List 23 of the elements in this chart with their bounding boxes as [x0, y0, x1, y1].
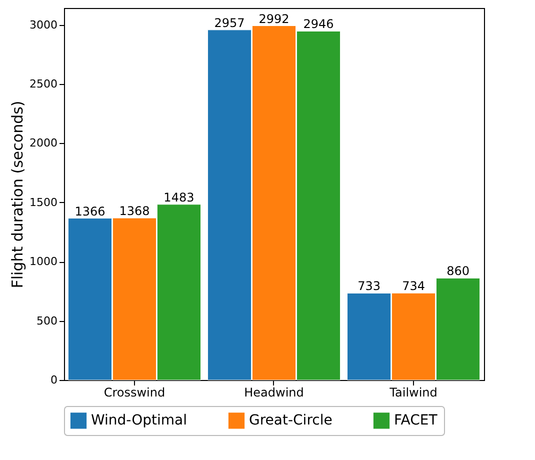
x-tick-label: Tailwind	[388, 386, 438, 400]
data-label: 1366	[74, 204, 106, 218]
data-label: 2957	[214, 16, 245, 30]
data-label: 860	[446, 264, 470, 278]
y-tick-label: 1000	[30, 255, 58, 268]
legend-label: FACET	[394, 412, 438, 429]
y-tick-label: 1500	[30, 196, 58, 209]
data-label: 2992	[258, 12, 290, 26]
data-label: 734	[402, 279, 425, 294]
y-tick-label: 0	[50, 374, 58, 386]
y-tick-label: 3000	[30, 18, 58, 32]
data-label: 733	[358, 279, 381, 294]
y-tick-label: 500	[36, 314, 58, 328]
y-tick-label: 2000	[30, 136, 58, 150]
legend-label: Great-Circle	[249, 412, 332, 429]
x-tick-label: Headwind	[244, 386, 304, 400]
data-label: 1483	[164, 190, 194, 204]
x-tick-label: Crosswind	[104, 386, 166, 400]
data-label: 2946	[303, 17, 334, 32]
y-axis-title: Flight duration (seconds)	[8, 100, 27, 288]
data-label: 1368	[119, 204, 150, 218]
legend-label: Wind-Optimal	[91, 412, 188, 429]
y-tick-label: 2500	[30, 78, 58, 91]
